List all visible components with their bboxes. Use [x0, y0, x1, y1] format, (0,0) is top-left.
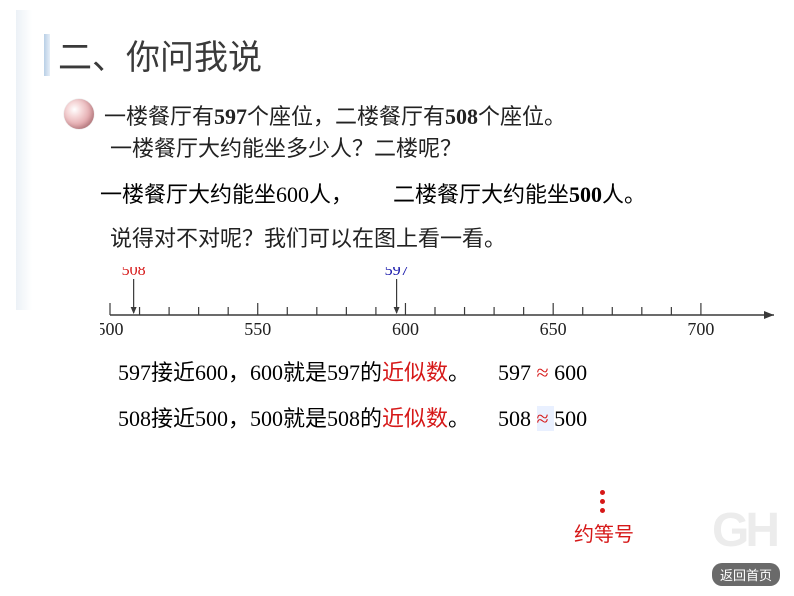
line-3-left: 一楼餐厅大约能坐600人，	[100, 177, 353, 209]
keyword: 近似数	[382, 406, 448, 431]
number: 500	[554, 406, 587, 431]
text: 597接近600，600就是597的	[118, 360, 382, 385]
svg-text:597: 597	[385, 267, 409, 279]
svg-text:500: 500	[100, 319, 124, 337]
text: 。	[448, 360, 470, 385]
number: 597	[498, 360, 531, 385]
slide: 二、你问我说 一楼餐厅有597个座位，二楼餐厅有508个座位。 一楼餐厅大约能坐…	[0, 0, 794, 596]
number: 597	[214, 104, 247, 129]
number-line-svg: 500 550 600 650 700 508 597	[100, 267, 780, 337]
conclusion-2-text: 508接近500，500就是508的近似数。	[118, 401, 478, 433]
text: 。	[448, 406, 470, 431]
number: 508	[498, 406, 531, 431]
title-bar-icon	[44, 34, 50, 76]
number: 508	[445, 104, 478, 129]
number: 600	[554, 360, 587, 385]
line-4: 说得对不对呢？我们可以在图上看一看。	[110, 221, 754, 253]
approx-note: 约等号	[574, 518, 634, 547]
slide-body: 一楼餐厅有597个座位，二楼餐厅有508个座位。 一楼餐厅大约能坐多少人？二楼呢…	[60, 99, 754, 433]
number: 500	[569, 182, 602, 207]
dot-icon	[600, 508, 605, 513]
conclusion-1-expr: 597 ≈ 600	[498, 360, 587, 386]
text: 人。	[602, 182, 646, 207]
conclusion-2-expr: 508 ≈ 500	[498, 406, 587, 432]
text: 个座位。	[478, 104, 566, 129]
text: 二楼餐厅大约能坐	[393, 182, 569, 207]
decorative-shade	[16, 10, 32, 310]
conclusion-1: 597接近600，600就是597的近似数。 597 ≈ 600	[118, 355, 754, 387]
dotted-leader-icon	[600, 490, 605, 513]
conclusion-2: 508接近500，500就是508的近似数。 508 ≈ 500	[118, 401, 754, 433]
line-3: 一楼餐厅大约能坐600人， 二楼餐厅大约能坐500人。	[100, 177, 754, 209]
title-text: 二、你问我说	[58, 30, 262, 79]
line-3-right: 二楼餐厅大约能坐500人。	[393, 177, 646, 209]
svg-text:650: 650	[540, 319, 567, 337]
text: 个座位，二楼餐厅有	[247, 104, 445, 129]
conclusion-1-text: 597接近600，600就是597的近似数。	[118, 355, 478, 387]
watermark: GH	[712, 503, 776, 558]
text: 一楼餐厅有	[104, 104, 214, 129]
number-line: 500 550 600 650 700 508 597	[100, 267, 780, 337]
text: 508接近500，500就是508的	[118, 406, 382, 431]
dot-icon	[600, 490, 605, 495]
svg-text:508: 508	[122, 267, 146, 279]
dot-icon	[600, 499, 605, 504]
line-2: 一楼餐厅大约能坐多少人？二楼呢？	[110, 131, 754, 163]
svg-text:700: 700	[687, 319, 714, 337]
home-button[interactable]: 返回首页	[712, 563, 780, 586]
svg-text:600: 600	[392, 319, 419, 337]
approx-icon: ≈	[537, 360, 555, 385]
svg-text:550: 550	[244, 319, 271, 337]
sphere-bullet-icon	[64, 99, 94, 129]
line-1-text: 一楼餐厅有597个座位，二楼餐厅有508个座位。	[104, 99, 566, 131]
line-1: 一楼餐厅有597个座位，二楼餐厅有508个座位。	[60, 99, 754, 131]
approx-icon: ≈	[537, 406, 555, 431]
keyword: 近似数	[382, 360, 448, 385]
section-title: 二、你问我说	[44, 30, 754, 79]
